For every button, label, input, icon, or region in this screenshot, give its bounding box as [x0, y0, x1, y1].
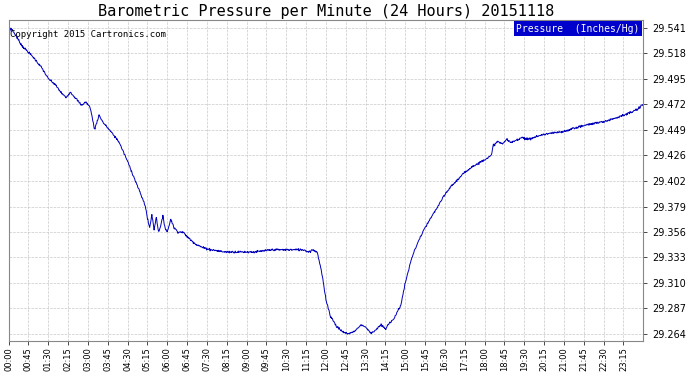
Text: Pressure  (Inches/Hg): Pressure (Inches/Hg) — [516, 24, 640, 33]
Text: Copyright 2015 Cartronics.com: Copyright 2015 Cartronics.com — [10, 30, 166, 39]
Title: Barometric Pressure per Minute (24 Hours) 20151118: Barometric Pressure per Minute (24 Hours… — [97, 4, 554, 19]
